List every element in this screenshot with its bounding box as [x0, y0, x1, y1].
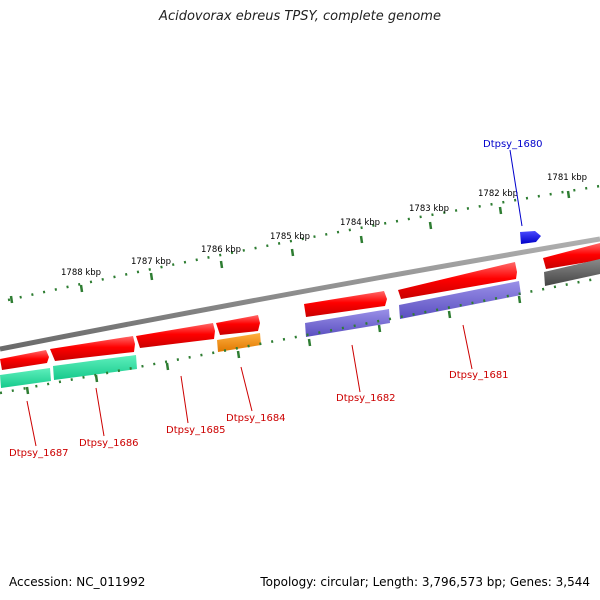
scale-label-1783: 1783 kbp — [409, 204, 449, 214]
feature-orange-1684 — [217, 333, 261, 352]
outer-scale-major-ticks — [9, 190, 571, 304]
gene-dtpsy-1686[interactable] — [50, 336, 135, 361]
scale-label-1784: 1784 kbp — [340, 218, 380, 228]
gene-label-dtpsy-1680[interactable]: Dtpsy_1680 — [483, 139, 543, 150]
feature-purple-1682 — [305, 309, 390, 337]
gene-dtpsy-1687[interactable] — [0, 350, 49, 370]
callout-lines — [26, 324, 473, 447]
feature-gray-right — [544, 259, 600, 286]
callout-dtpsy-1680 — [509, 149, 523, 227]
scale-label-1788: 1788 kbp — [61, 268, 101, 278]
callout-dtpsy-1681 — [462, 324, 473, 370]
gene-dtpsy-1682[interactable] — [304, 291, 387, 317]
gene-dtpsy-1681[interactable] — [398, 262, 517, 299]
accession-label: Accession: NC_011992 — [9, 575, 146, 589]
outer-scale-dots — [7, 184, 600, 302]
inner-scale-major-ticks — [25, 295, 522, 395]
feature-green-1686 — [53, 355, 137, 380]
feature-green-1687 — [0, 368, 51, 388]
inner-scale-dots — [0, 276, 600, 395]
reverse-genes — [0, 243, 600, 370]
callout-dtpsy-1684 — [240, 366, 253, 412]
scale-label-1781: 1781 kbp — [547, 173, 587, 183]
gene-label-dtpsy-1686[interactable]: Dtpsy_1686 — [79, 438, 139, 449]
gene-dtpsy-1684[interactable] — [216, 315, 260, 335]
outer-scale — [7, 184, 600, 304]
scale-label-1785: 1785 kbp — [270, 232, 310, 242]
gene-label-dtpsy-1682[interactable]: Dtpsy_1682 — [336, 393, 396, 404]
genome-backbone — [0, 236, 600, 352]
gene-dtpsy-1680[interactable] — [520, 231, 541, 244]
gene-dtpsy-1685[interactable] — [136, 323, 215, 348]
gene-labels: Dtpsy_1680 Dtpsy_1681 Dtpsy_1682 Dtpsy_1… — [9, 139, 543, 459]
gene-right-edge[interactable] — [543, 243, 600, 269]
feature-purple-1681 — [399, 281, 521, 319]
protein-features — [0, 259, 600, 388]
scale-label-1786: 1786 kbp — [201, 245, 241, 255]
gene-label-dtpsy-1684[interactable]: Dtpsy_1684 — [226, 413, 286, 424]
gene-label-dtpsy-1687[interactable]: Dtpsy_1687 — [9, 448, 69, 459]
inner-scale — [0, 276, 600, 395]
callout-dtpsy-1685 — [180, 375, 189, 424]
genome-summary: Topology: circular; Length: 3,796,573 bp… — [260, 575, 590, 589]
scale-labels: 1788 kbp 1787 kbp 1786 kbp 1785 kbp 1784… — [61, 173, 587, 278]
callout-dtpsy-1687 — [26, 400, 37, 447]
scale-label-1787: 1787 kbp — [131, 257, 171, 267]
callout-dtpsy-1686 — [95, 387, 105, 437]
callout-dtpsy-1682 — [351, 344, 361, 393]
map-title: Acidovorax ebreus TPSY, complete genome — [159, 9, 441, 24]
gene-label-dtpsy-1685[interactable]: Dtpsy_1685 — [166, 425, 226, 436]
scale-label-1782: 1782 kbp — [478, 189, 518, 199]
gene-label-dtpsy-1681[interactable]: Dtpsy_1681 — [449, 370, 509, 381]
